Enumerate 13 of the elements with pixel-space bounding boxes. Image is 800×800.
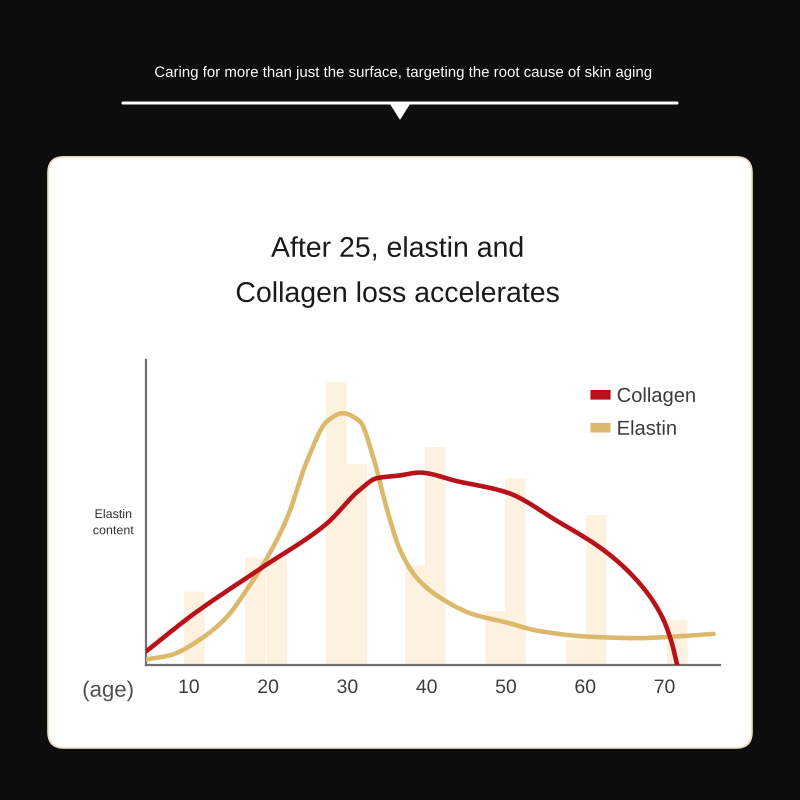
legend-label: Collagen bbox=[618, 387, 695, 406]
chart-subtitle: Caring for more than just the surface, targeting the root cause of skin aging bbox=[155, 66, 652, 80]
x-tick-label: 70 bbox=[654, 679, 675, 694]
x-tick-label: 20 bbox=[258, 679, 278, 694]
x-axis-title: (age) bbox=[84, 680, 133, 702]
x-tick-label: 60 bbox=[575, 679, 596, 694]
x-tick-label: 50 bbox=[496, 679, 516, 694]
chart-title: After 25, elastin and Collagen loss accelerates bbox=[236, 236, 559, 308]
y-axis-title: Elastin content bbox=[93, 508, 134, 534]
x-tick-label: 30 bbox=[337, 679, 358, 694]
x-tick-label: 40 bbox=[416, 679, 437, 694]
legend-label: Elastin bbox=[618, 420, 676, 435]
x-tick-label: 10 bbox=[179, 679, 199, 694]
